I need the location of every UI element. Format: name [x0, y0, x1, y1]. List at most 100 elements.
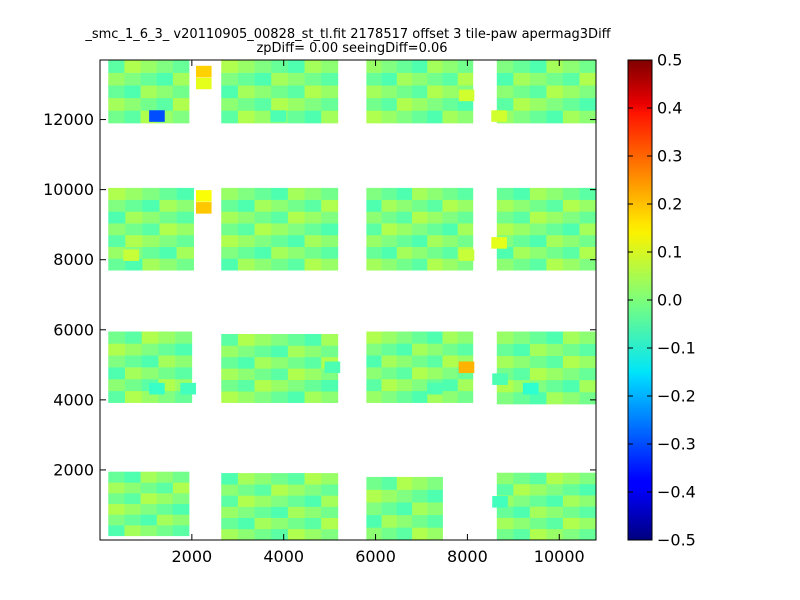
heatmap-cell: [546, 85, 564, 99]
heatmap-cell: [287, 473, 305, 485]
heatmap-cell: [254, 495, 272, 507]
heatmap-cell: [513, 60, 531, 73]
heatmap-cell: [321, 72, 339, 86]
heatmap-cell: [529, 258, 547, 271]
heatmap-cell: [156, 60, 174, 73]
heatmap-cell: [124, 482, 141, 494]
heatmap-cell: [381, 489, 398, 503]
heatmap-cell: [366, 367, 382, 380]
heatmap-cell: [271, 356, 289, 369]
heatmap-cell: [513, 72, 531, 86]
y-tick-label: 10000: [43, 180, 94, 199]
heatmap-cell: [412, 72, 428, 86]
heatmap-cell: [304, 97, 322, 111]
heatmap-cell: [175, 355, 193, 368]
heatmap-cell: [172, 85, 190, 99]
heatmap-cell: [562, 391, 580, 405]
heatmap-cell: [321, 333, 339, 346]
heatmap-cell: [426, 382, 443, 395]
heatmap-cell: [366, 476, 382, 490]
heatmap-cell: [496, 72, 514, 86]
heatmap-cell: [412, 343, 428, 356]
colorbar-ticks: 0.5 0.4 0.3 0.2 0.1 0.0 −0.1 −0.2 −0.3 −0.4 −0.5: [628, 51, 696, 550]
heatmap-cell: [457, 331, 474, 344]
heatmap-cell: [108, 110, 125, 124]
heatmap-cell: [237, 379, 255, 392]
heatmap-cell: [529, 506, 547, 518]
heatmap-cell: [396, 110, 413, 124]
heatmap-cell: [108, 97, 125, 111]
heatmap-cell: [124, 390, 142, 403]
heatmap-cell: [124, 471, 141, 483]
heatmap-cell: [254, 368, 272, 381]
y-axis: 2000 4000 6000 8000 10000 12000: [43, 110, 596, 479]
heatmap-cell: [529, 528, 547, 541]
heatmap-cell: [562, 379, 580, 393]
y-tick-label: 8000: [53, 250, 94, 269]
heatmap-cell: [221, 368, 239, 381]
heatmap-cell: [529, 483, 547, 496]
heatmap-cell: [427, 343, 443, 356]
heatmap-cell: [496, 85, 514, 99]
heatmap-cell: [513, 506, 531, 518]
heatmap-cell: [427, 246, 443, 259]
heatmap-cell: [579, 223, 597, 236]
heatmap-cell: [529, 391, 547, 405]
heatmap-cell: [142, 258, 160, 271]
heatmap-cell: [108, 471, 125, 483]
heatmap-cell: [304, 85, 322, 99]
heatmap-cell: [287, 85, 305, 99]
heatmap-cell: [496, 391, 514, 405]
heatmap-cell: [513, 258, 531, 271]
heatmap-cell: [457, 390, 474, 403]
heatmap-cell: [579, 391, 597, 405]
heatmap-cell: [442, 234, 458, 247]
heatmap-cell: [321, 187, 339, 200]
heatmap-cell: [396, 258, 413, 271]
heatmap-cell: [125, 258, 143, 271]
colorbar-tick-label: −0.1: [657, 339, 696, 358]
heatmap-cell: [108, 72, 125, 86]
heatmap-cell: [496, 97, 514, 111]
heatmap-cell: [254, 528, 272, 541]
heatmap-cell: [172, 110, 190, 124]
heatmap-cell: [366, 258, 382, 271]
heatmap-cell: [381, 378, 398, 392]
heatmap-cell: [522, 382, 539, 395]
heatmap-cell: [442, 246, 458, 259]
heatmap-cell: [271, 506, 289, 518]
heatmap-cell: [140, 514, 158, 526]
heatmap-cell: [304, 345, 322, 358]
heatmap-cell: [381, 476, 398, 490]
heatmap-cell: [529, 331, 547, 344]
heatmap-cell: [237, 234, 255, 247]
heatmap-cell: [579, 60, 597, 73]
heatmap-cell: [366, 60, 382, 73]
heatmap-cell: [513, 355, 531, 369]
heatmap-cell: [496, 211, 514, 224]
heatmap-cell: [140, 72, 158, 86]
heatmap-cell: [496, 223, 514, 236]
heatmap-cell: [546, 234, 564, 247]
heatmap-cell: [221, 72, 239, 86]
heatmap-cell: [140, 493, 158, 505]
heatmap-cell: [156, 514, 174, 526]
heatmap-cell: [496, 517, 514, 530]
y-tick-label: 4000: [53, 390, 94, 409]
heatmap-cell: [579, 211, 597, 224]
heatmap-cell: [158, 355, 176, 368]
heatmap-cell: [529, 85, 547, 99]
heatmap-cell: [176, 258, 194, 271]
heatmap-cell: [491, 237, 507, 249]
heatmap-cell: [529, 234, 547, 247]
heatmap-cell: [141, 367, 159, 380]
colorbar-tick-label: −0.3: [657, 435, 696, 454]
heatmap-cell: [108, 211, 126, 224]
heatmap-cell: [176, 223, 194, 236]
heatmap-cell: [457, 378, 474, 392]
heatmap-cell: [124, 525, 141, 537]
heatmap-cell: [254, 473, 272, 485]
heatmap-cell: [496, 355, 514, 369]
heatmap-cell: [366, 489, 382, 503]
heatmap-cell: [366, 110, 382, 124]
